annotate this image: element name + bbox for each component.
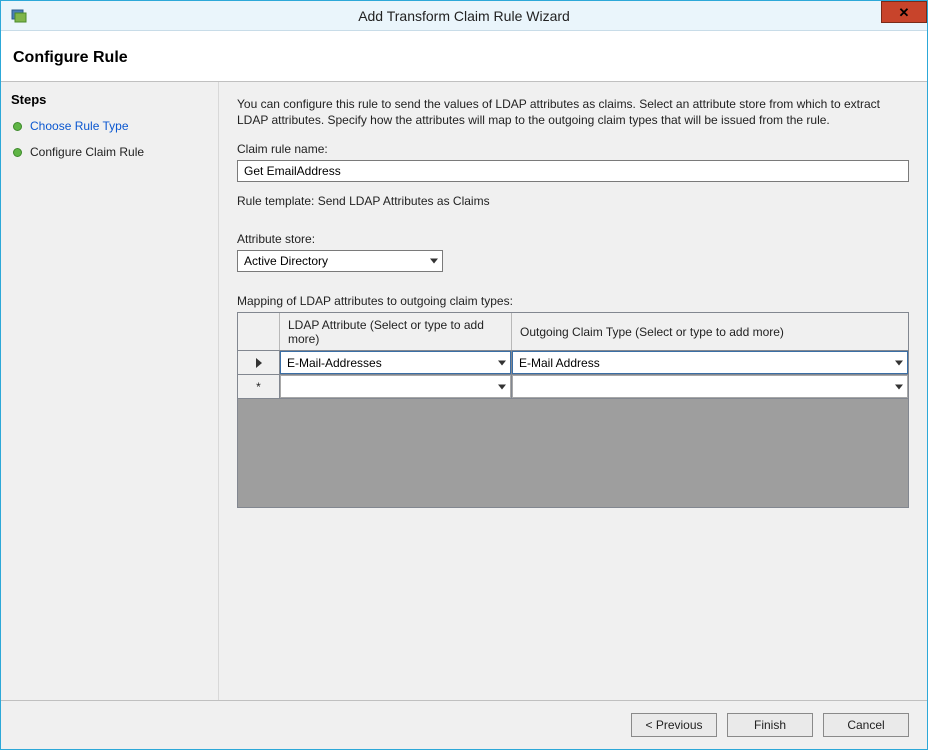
ldap-attribute-select[interactable]: [280, 375, 511, 398]
cancel-button[interactable]: Cancel: [823, 713, 909, 737]
col-header-claim: Outgoing Claim Type (Select or type to a…: [512, 313, 908, 350]
page-title: Configure Rule: [13, 49, 915, 67]
window-title: Add Transform Claim Rule Wizard: [1, 8, 927, 24]
titlebar: Add Transform Claim Rule Wizard ✕: [1, 1, 927, 31]
outgoing-claim-value: E-Mail Address: [519, 356, 600, 370]
chevron-down-icon: [430, 259, 438, 264]
intro-text: You can configure this rule to send the …: [237, 96, 909, 128]
main-panel: You can configure this rule to send the …: [219, 82, 927, 700]
outgoing-claim-select[interactable]: [512, 375, 908, 398]
mapping-table: LDAP Attribute (Select or type to add mo…: [237, 312, 909, 508]
step-choose-rule-type[interactable]: Choose Rule Type: [1, 113, 218, 139]
mapping-label: Mapping of LDAP attributes to outgoing c…: [237, 294, 909, 308]
ldap-cell: E-Mail-Addresses: [280, 351, 512, 374]
chevron-down-icon: [498, 360, 506, 365]
steps-heading: Steps: [1, 86, 218, 113]
step-bullet-icon: [13, 148, 22, 157]
table-header: LDAP Attribute (Select or type to add mo…: [238, 313, 908, 351]
previous-button[interactable]: < Previous: [631, 713, 717, 737]
step-configure-claim-rule[interactable]: Configure Claim Rule: [1, 139, 218, 165]
finish-button[interactable]: Finish: [727, 713, 813, 737]
app-icon: [11, 8, 27, 24]
claim-rule-name-input[interactable]: [237, 160, 909, 182]
chevron-down-icon: [895, 360, 903, 365]
table-row: *: [238, 375, 908, 399]
attribute-store-value: Active Directory: [244, 254, 328, 268]
rule-template-label: Rule template: Send LDAP Attributes as C…: [237, 194, 909, 208]
wizard-window: Add Transform Claim Rule Wizard ✕ Config…: [0, 0, 928, 750]
attribute-store-label: Attribute store:: [237, 232, 909, 246]
row-marker-current: [238, 351, 280, 374]
attribute-store-select[interactable]: Active Directory: [237, 250, 443, 272]
claim-rule-name-label: Claim rule name:: [237, 142, 909, 156]
close-button[interactable]: ✕: [881, 1, 927, 23]
table-row: E-Mail-Addresses E-Mail Address: [238, 351, 908, 375]
step-label: Configure Claim Rule: [30, 145, 144, 159]
step-bullet-icon: [13, 122, 22, 131]
ldap-cell: [280, 375, 512, 398]
footer: < Previous Finish Cancel: [1, 700, 927, 749]
chevron-down-icon: [895, 384, 903, 389]
current-row-icon: [256, 358, 262, 368]
col-header-ldap: LDAP Attribute (Select or type to add mo…: [280, 313, 512, 350]
chevron-down-icon: [498, 384, 506, 389]
row-marker-new: *: [238, 375, 280, 398]
table-corner: [238, 313, 280, 350]
body: Steps Choose Rule Type Configure Claim R…: [1, 81, 927, 700]
claim-cell: E-Mail Address: [512, 351, 908, 374]
page-header: Configure Rule: [1, 31, 927, 81]
outgoing-claim-select[interactable]: E-Mail Address: [512, 351, 908, 374]
ldap-attribute-select[interactable]: E-Mail-Addresses: [280, 351, 511, 374]
close-icon: ✕: [899, 6, 910, 19]
steps-sidebar: Steps Choose Rule Type Configure Claim R…: [1, 82, 219, 700]
claim-cell: [512, 375, 908, 398]
step-label: Choose Rule Type: [30, 119, 129, 133]
ldap-attribute-value: E-Mail-Addresses: [287, 356, 382, 370]
